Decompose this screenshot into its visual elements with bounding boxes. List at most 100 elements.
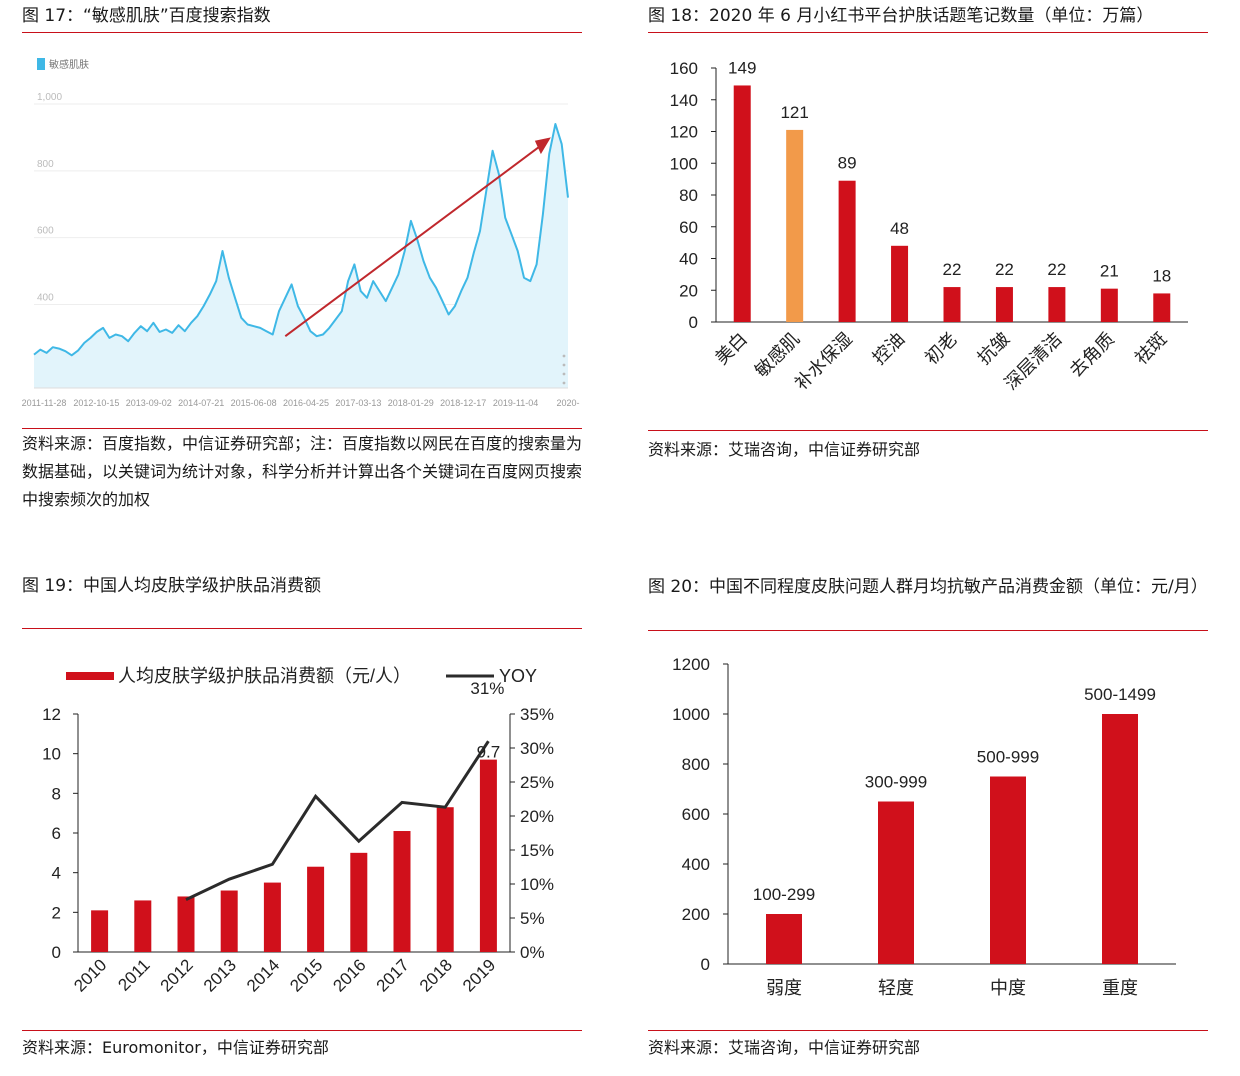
x-tick-label: 2011-11-28 <box>22 398 67 408</box>
y-tick-label-right: 30% <box>520 739 554 758</box>
x-tick-label: 2018 <box>416 955 456 995</box>
y-tick-label: 600 <box>682 805 710 824</box>
figure-18-chart: 0 20 40 60 80 100 120 140 160 149 美白 121 敏感肌 89 补水保湿 48… <box>670 58 1188 394</box>
legend-swatch <box>37 58 45 70</box>
bar <box>479 759 497 952</box>
y-tick-label-right: 20% <box>520 807 554 826</box>
data-label: 500-1499 <box>1084 685 1156 704</box>
trend-arrow-head <box>534 137 551 155</box>
figure-17-title: 图 17：“敏感肌肤”百度搜索指数 <box>22 6 271 26</box>
y-tick-label-left: 10 <box>42 745 61 764</box>
x-tick-label: 轻度 <box>878 978 914 998</box>
bar <box>1153 293 1171 322</box>
x-tick-label: 抗皱 <box>974 329 1014 369</box>
y-tick-label: 140 <box>670 91 698 110</box>
x-tick-label: 2014 <box>243 955 283 995</box>
figure-19-bottom-rule <box>22 1030 582 1031</box>
figure-17-top-rule <box>22 32 582 33</box>
figure-18-top-rule <box>648 32 1208 33</box>
x-tick-label: 敏感肌 <box>751 329 803 381</box>
scroll-dot <box>562 381 566 385</box>
y-tick-label: 200 <box>682 905 710 924</box>
y-tick-label-left: 6 <box>52 824 61 843</box>
y-tick-label-right: 5% <box>520 909 545 928</box>
legend-label: 敏感肌肤 <box>49 58 89 71</box>
data-label: 48 <box>890 219 909 238</box>
bar <box>766 914 802 964</box>
figure-18-bottom-rule <box>648 430 1208 431</box>
y-tick-label-right: 35% <box>520 705 554 724</box>
x-tick-label: 2019-11-04 <box>493 398 538 408</box>
x-tick-label: 2014-07-21 <box>178 398 224 408</box>
figure-19-title: 图 19：中国人均皮肤学级护肤品消费额 <box>22 576 322 596</box>
legend-line-label: YOY <box>499 666 537 686</box>
data-label: 500-999 <box>977 748 1039 767</box>
x-tick-label: 2013-09-02 <box>126 398 172 408</box>
figure-17-bottom-rule <box>22 428 582 429</box>
bar <box>878 801 914 964</box>
y-tick-label: 1200 <box>672 655 710 674</box>
figure-20-top-rule <box>648 630 1208 631</box>
y-tick-label-left: 8 <box>52 784 61 803</box>
scroll-dot <box>562 354 566 358</box>
bar <box>1102 714 1138 964</box>
x-tick-label: 祛斑 <box>1131 329 1171 369</box>
y-tick-label-right: 15% <box>520 841 554 860</box>
y-tick-label: 800 <box>37 159 54 170</box>
y-tick-label-right: 25% <box>520 773 554 792</box>
x-tick-label: 2017-03-13 <box>335 398 381 408</box>
trend-arrow-line <box>284 143 544 338</box>
x-tick-label: 2012 <box>157 955 197 995</box>
y-tick-label: 20 <box>679 281 698 300</box>
bar <box>263 882 281 952</box>
x-tick-label: 弱度 <box>766 978 802 998</box>
data-label: 22 <box>1047 260 1066 279</box>
yoy-line <box>185 740 490 901</box>
data-label: 300-999 <box>865 773 927 792</box>
x-tick-label: 2010 <box>70 955 110 995</box>
bar <box>990 776 1026 964</box>
bar <box>134 900 152 952</box>
y-tick-label-right: 0% <box>520 943 545 962</box>
y-tick-label: 100 <box>670 154 698 173</box>
x-tick-label: 2012-10-15 <box>73 398 119 408</box>
data-label: 18 <box>1152 266 1171 285</box>
figure-20-title: 图 20：中国不同程度皮肤问题人群月均抗敏产品消费金额（单位：元/月） <box>648 577 1208 597</box>
y-tick-label: 0 <box>689 313 698 332</box>
figure-20: 图 20：中国不同程度皮肤问题人群月均抗敏产品消费金额（单位：元/月） 0 200… <box>648 574 1208 1068</box>
x-tick-label: 补水保湿 <box>791 329 856 394</box>
figure-18: 图 18：2020 年 6 月小红书平台护肤话题笔记数量（单位：万篇） 0 20 4… <box>648 4 1208 474</box>
x-tick-label: 2017 <box>373 955 413 995</box>
x-tick-label: 2020- <box>556 398 579 408</box>
figure-19-source: 资料来源：Euromonitor，中信证券研究部 <box>22 1038 329 1057</box>
y-tick-label: 1,000 <box>37 92 62 103</box>
x-tick-label: 控油 <box>869 329 909 369</box>
bar <box>943 287 961 322</box>
figure-19-top-rule <box>22 628 582 629</box>
data-label: 22 <box>943 260 962 279</box>
y-tick-label: 60 <box>679 218 698 237</box>
y-tick-label: 600 <box>37 226 54 237</box>
x-tick-label: 深层清洁 <box>1001 329 1066 394</box>
y-tick-label: 120 <box>670 123 698 142</box>
bar <box>436 807 454 952</box>
data-label: 149 <box>728 58 756 77</box>
y-tick-label: 800 <box>682 755 710 774</box>
y-tick-label-left: 0 <box>52 943 61 962</box>
bar <box>91 910 109 952</box>
y-tick-label: 40 <box>679 250 698 269</box>
x-tick-label: 2011 <box>114 955 153 994</box>
x-tick-label: 2018-01-29 <box>388 398 434 408</box>
y-tick-label: 400 <box>682 855 710 874</box>
bar <box>995 287 1013 322</box>
x-tick-label: 2015-06-08 <box>231 398 277 408</box>
figure-19-chart: 人均皮肤学级护肤品消费额（元/人） YOY 0 2 4 6 8 10 12 0% 5% 10% 15% 2… <box>42 666 554 996</box>
data-label: 21 <box>1100 262 1119 281</box>
x-tick-label: 2016 <box>329 955 369 995</box>
data-label: 121 <box>780 103 808 122</box>
bar <box>733 85 751 323</box>
series-line <box>33 123 569 357</box>
x-tick-label: 初老 <box>921 329 961 369</box>
x-tick-label: 中度 <box>990 978 1026 998</box>
x-tick-label: 美白 <box>711 329 751 369</box>
